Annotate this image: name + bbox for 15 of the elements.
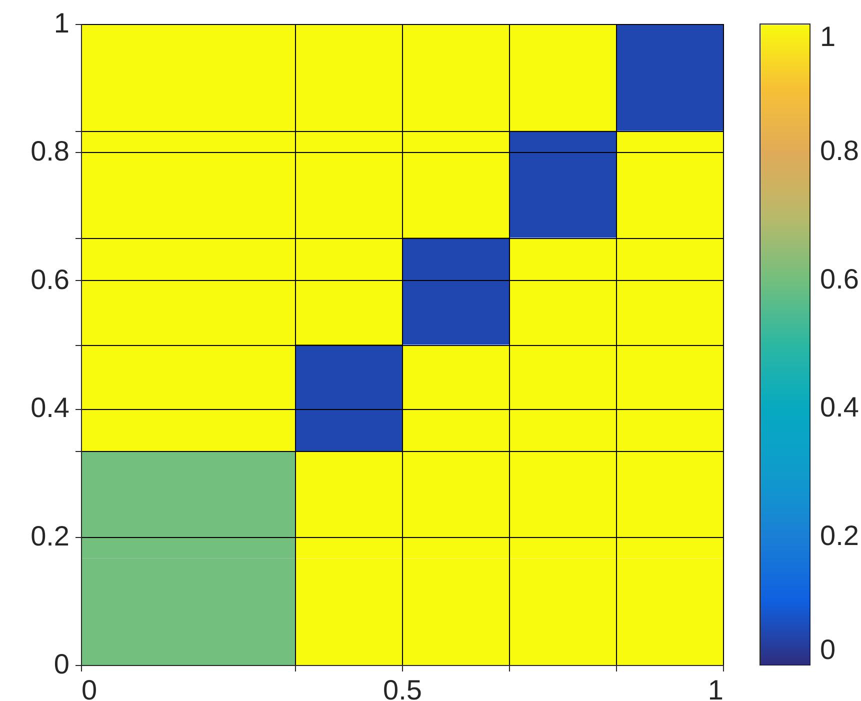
y-tick-label: 0.2 xyxy=(30,520,70,552)
color-bar-label: 0.4 xyxy=(820,392,859,423)
y-tick-label: 1 xyxy=(54,8,70,38)
x-tick-label: 1 xyxy=(708,674,724,701)
y-tick-label: 0.8 xyxy=(30,136,70,167)
x-tick-label: 0.5 xyxy=(383,674,422,701)
color-bar-label: 0.8 xyxy=(820,135,859,166)
y-tick-label: 0.4 xyxy=(30,392,70,424)
color-bar-label: 0.6 xyxy=(820,263,859,294)
y-tick-label: 0 xyxy=(54,648,70,680)
x-tick-label: 0 xyxy=(82,674,98,701)
color-bar-label: 0.2 xyxy=(820,520,859,551)
color-bar-label: 1 xyxy=(820,21,836,52)
color-bar-label: 0 xyxy=(820,634,836,665)
y-tick-label: 0.6 xyxy=(30,264,70,295)
